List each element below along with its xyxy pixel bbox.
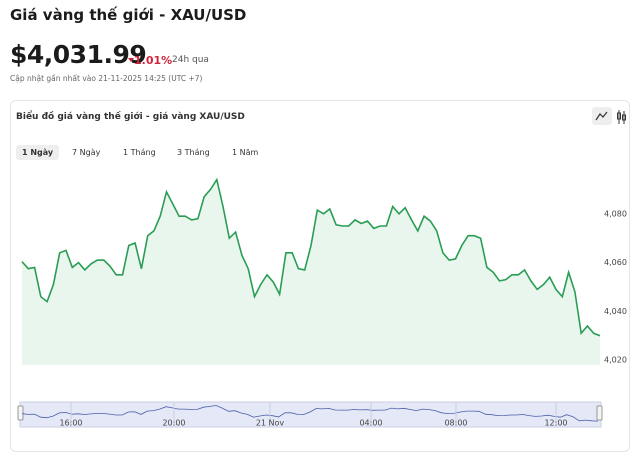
price: $4,031.99 <box>10 40 147 69</box>
navigator-handle[interactable] <box>17 405 24 421</box>
down-icon <box>128 58 134 62</box>
page-title: Giá vàng thế giới - XAU/USD <box>10 6 247 24</box>
navigator-label: 21 Nov <box>256 419 285 428</box>
line-icon <box>595 111 608 121</box>
y-tick-label: 4,040 <box>604 307 627 316</box>
navigator[interactable] <box>19 401 602 428</box>
navigator-label: 08:00 <box>444 419 467 428</box>
navigator-label: 12:00 <box>544 419 567 428</box>
card-title: Biểu đồ giá vàng thế giới - giá vàng XAU… <box>16 112 245 122</box>
updated-time: Cập nhật gần nhất vào 21-11-2025 14:25 (… <box>10 74 203 83</box>
y-tick-label: 4,060 <box>604 258 627 267</box>
range-tab[interactable]: 1 Năm <box>232 148 259 157</box>
navigator-handle[interactable] <box>596 405 603 421</box>
candle-icon[interactable] <box>617 110 626 124</box>
range-tab[interactable]: 7 Ngày <box>72 148 101 157</box>
y-tick-label: 4,080 <box>604 209 627 218</box>
range-tab[interactable]: 1 Tháng <box>123 148 156 157</box>
range-tab[interactable]: 1 Ngày <box>16 145 60 160</box>
period: 24h qua <box>172 55 209 65</box>
area-fill <box>22 179 600 365</box>
navigator-label: 20:00 <box>162 419 185 428</box>
y-tick-label: 4,020 <box>604 356 627 365</box>
price-line <box>21 177 601 337</box>
range-tab[interactable]: 3 Tháng <box>177 148 210 157</box>
navigator-label: 04:00 <box>359 419 382 428</box>
navigator-label: 16:00 <box>59 419 82 428</box>
navigator-line <box>21 405 599 422</box>
price-change: 1.01% <box>134 54 173 67</box>
